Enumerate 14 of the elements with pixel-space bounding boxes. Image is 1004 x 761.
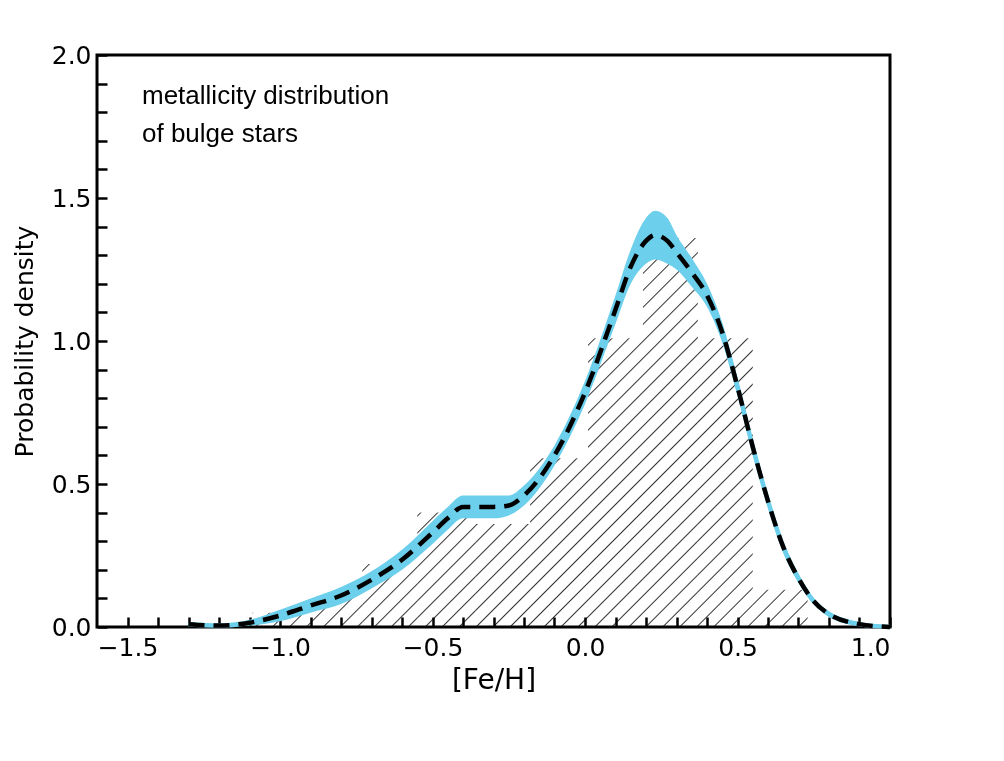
annotation: metallicity distribution of bulge stars [142,80,390,148]
x-tick-label: 0.5 [718,632,758,662]
y-tick-label: 2.0 [51,40,92,70]
x-tick-label: −1.5 [97,632,159,662]
x-tick-label: −1.0 [250,632,311,662]
x-tick-label: 1.0 [850,632,891,662]
y-tick-label: 1.5 [51,183,92,213]
y-tick-label: 0.5 [51,469,92,499]
x-axis-title: [Fe/H] [451,662,537,696]
y-tick-label: 0.0 [51,612,92,642]
x-tick-label: −0.5 [402,632,464,662]
y-axis-title: Probability density [9,225,39,458]
y-tick-label: 1.0 [51,326,92,356]
x-tick-label: 0.0 [565,632,606,662]
